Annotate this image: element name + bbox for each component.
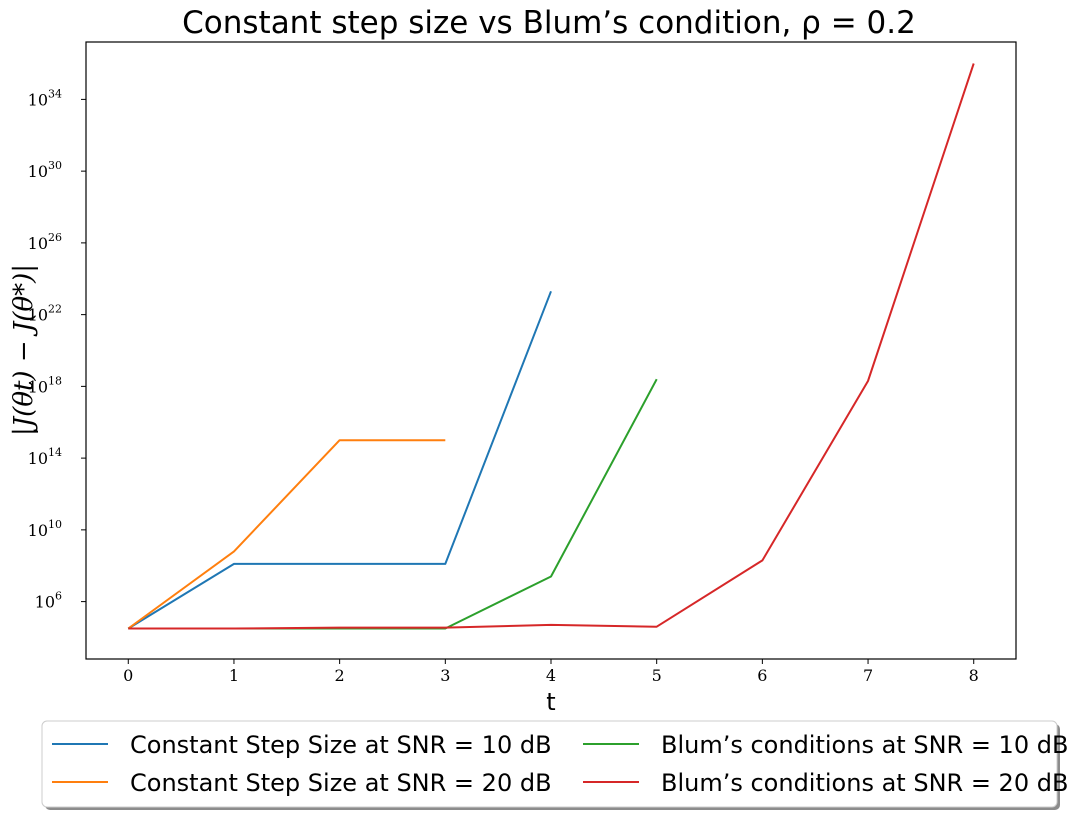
y-tick-label: 106 (35, 590, 62, 612)
legend-box (41, 720, 1058, 808)
y-tick-label: 1010 (28, 518, 62, 540)
series-layer (127, 63, 975, 630)
x-tick-label: 3 (440, 666, 450, 685)
legend-label-1: Constant Step Size at SNR = 10 dB (130, 731, 552, 759)
series-line-4 (128, 63, 975, 630)
x-tick-label: 5 (652, 666, 662, 685)
x-tick-label: 8 (969, 666, 979, 685)
x-axis-ticks: 0 1 2 3 4 5 6 7 8 (123, 659, 979, 685)
x-tick-label: 2 (335, 666, 345, 685)
y-tick-label: 1014 (28, 446, 62, 468)
y-tick-label: 1030 (28, 159, 62, 181)
series-line-3 (128, 378, 658, 630)
legend-label-3: Blum’s conditions at SNR = 10 dB (661, 731, 1067, 759)
chart-title: Constant step size vs Blum’s condition, … (182, 5, 916, 41)
y-tick-label: 1026 (28, 231, 62, 253)
x-tick-label: 1 (229, 666, 239, 685)
x-tick-label: 7 (863, 666, 873, 685)
x-tick-label: 6 (757, 666, 767, 685)
x-axis-label: t (546, 688, 555, 716)
legend-label-4: Blum’s conditions at SNR = 20 dB (661, 769, 1067, 797)
series-line-1 (127, 290, 552, 630)
legend: Constant Step Size at SNR = 10 dB Constan… (41, 720, 1067, 810)
x-tick-label: 0 (123, 666, 133, 685)
x-tick-label: 4 (546, 666, 556, 685)
y-tick-label: 1034 (28, 87, 62, 109)
series-line-2 (127, 439, 446, 630)
legend-items: Constant Step Size at SNR = 10 dB Constan… (52, 731, 1067, 797)
plot-frame (85, 41, 1017, 660)
y-axis-label: |J(θt) − J(θ*)| (9, 264, 39, 436)
legend-label-2: Constant Step Size at SNR = 20 dB (130, 769, 552, 797)
